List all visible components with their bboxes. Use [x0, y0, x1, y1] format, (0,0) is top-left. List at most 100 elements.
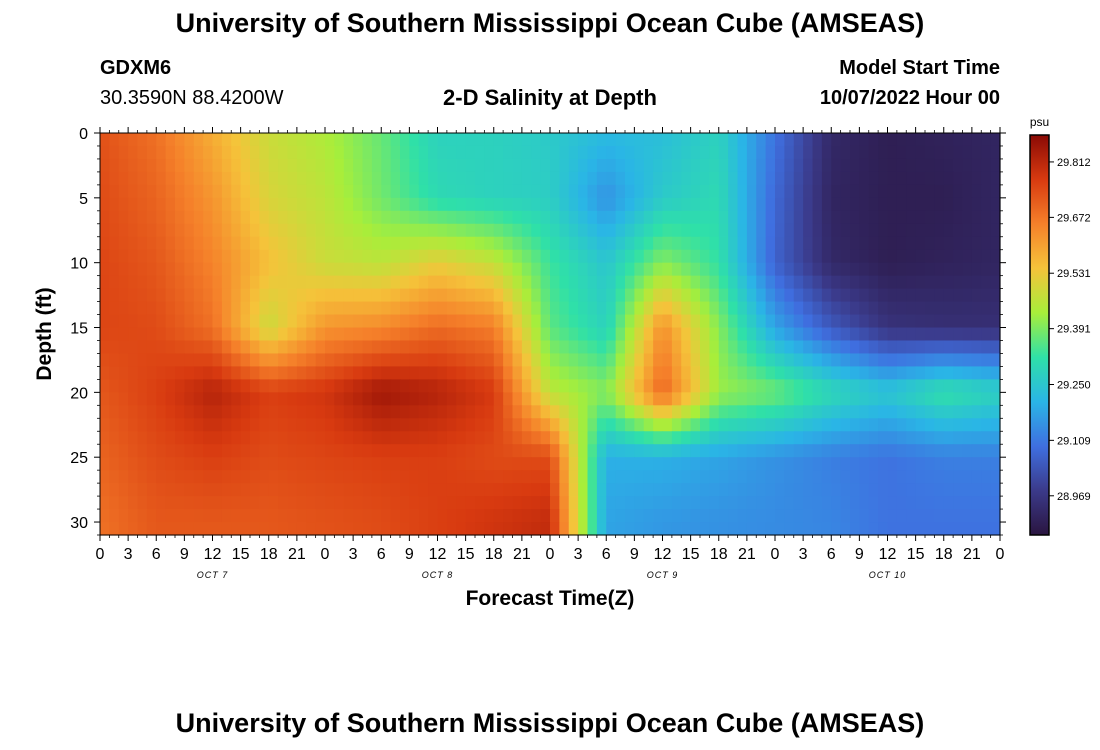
heatmap-cell — [184, 133, 195, 147]
heatmap-cell — [484, 327, 495, 342]
heatmap-cell — [662, 418, 673, 432]
heatmap-cell — [371, 340, 382, 355]
heatmap-cell — [118, 418, 129, 432]
heatmap-cell — [371, 405, 382, 419]
heatmap-cell — [428, 184, 439, 199]
heatmap-cell — [475, 522, 485, 536]
x-tick-label: 9 — [405, 546, 414, 563]
heatmap-cell — [868, 275, 879, 290]
heatmap-cell — [896, 431, 907, 445]
heatmap-cell — [446, 340, 457, 355]
heatmap-cell — [418, 236, 429, 251]
heatmap-cell — [784, 249, 795, 264]
heatmap-cell — [821, 184, 832, 199]
heatmap-cell — [718, 236, 729, 251]
heatmap-cell — [700, 288, 710, 303]
heatmap-cell — [231, 470, 242, 484]
heatmap-cell — [765, 171, 776, 186]
heatmap-cell — [484, 366, 495, 380]
heatmap-cell — [334, 509, 345, 523]
heatmap-cell — [418, 392, 429, 406]
heatmap-cell — [953, 262, 964, 277]
heatmap-cell — [803, 158, 814, 173]
heatmap-cell — [878, 431, 889, 445]
heatmap-cell — [531, 340, 542, 355]
heatmap-cell — [784, 171, 795, 186]
heatmap-cell — [109, 379, 120, 393]
heatmap-cell — [615, 223, 626, 238]
heatmap-cell — [850, 379, 860, 393]
heatmap-cell — [156, 366, 167, 380]
heatmap-cell — [859, 223, 870, 238]
heatmap-cell — [493, 340, 504, 355]
heatmap-cell — [615, 522, 626, 536]
heatmap-cell — [400, 470, 410, 484]
heatmap-cell — [709, 184, 720, 199]
heatmap-cell — [775, 262, 785, 277]
heatmap-cell — [334, 496, 345, 510]
heatmap-cell — [306, 145, 317, 160]
heatmap-cell — [437, 133, 448, 147]
heatmap-cell — [971, 275, 982, 290]
heatmap-cell — [353, 145, 364, 160]
heatmap-cell — [343, 236, 354, 251]
heatmap-cell — [728, 509, 739, 523]
heatmap-cell — [681, 197, 692, 212]
heatmap-cell — [278, 158, 289, 173]
heatmap-cell — [221, 262, 232, 277]
heatmap-cell — [353, 457, 364, 471]
heatmap-cell — [990, 405, 1001, 419]
heatmap-cell — [962, 340, 973, 355]
heatmap-cell — [934, 275, 945, 290]
heatmap-cell — [868, 431, 879, 445]
heatmap-cell — [784, 145, 795, 160]
heatmap-cell — [625, 353, 635, 368]
heatmap-cell — [587, 275, 598, 290]
heatmap-cell — [390, 171, 401, 186]
heatmap-cell — [184, 457, 195, 471]
heatmap-cell — [128, 470, 139, 484]
heatmap-cell — [325, 301, 335, 316]
heatmap-cell — [428, 145, 439, 160]
heatmap-cell — [306, 379, 317, 393]
heatmap-cell — [221, 366, 232, 380]
heatmap-cell — [146, 314, 157, 329]
heatmap-cell — [493, 327, 504, 342]
heatmap-cell — [596, 457, 607, 471]
heatmap-cell — [428, 197, 439, 212]
heatmap-cell — [681, 210, 692, 225]
heatmap-cell — [165, 327, 176, 342]
heatmap-cell — [503, 353, 514, 368]
heatmap-cell — [193, 327, 204, 342]
heatmap-cell — [306, 288, 317, 303]
heatmap-cell — [128, 327, 139, 342]
heatmap-cell — [906, 314, 917, 329]
heatmap-cell — [643, 288, 654, 303]
heatmap-cell — [475, 444, 485, 458]
heatmap-cell — [981, 275, 992, 290]
heatmap-cell — [578, 275, 589, 290]
heatmap-cell — [156, 145, 167, 160]
heatmap-cell — [550, 340, 560, 355]
heatmap-cell — [934, 522, 945, 536]
heatmap-cell — [259, 431, 270, 445]
heatmap-cell — [662, 288, 673, 303]
heatmap-cell — [353, 171, 364, 186]
heatmap-cell — [343, 171, 354, 186]
heatmap-cell — [278, 249, 289, 264]
heatmap-cell — [221, 301, 232, 316]
heatmap-cell — [690, 236, 701, 251]
heatmap-cell — [550, 223, 560, 238]
heatmap-cell — [887, 340, 898, 355]
heatmap-cell — [681, 288, 692, 303]
heatmap-cell — [756, 275, 767, 290]
heatmap-cell — [109, 444, 120, 458]
heatmap-cell — [596, 509, 607, 523]
heatmap-cell — [878, 184, 889, 199]
heatmap-cell — [343, 392, 354, 406]
heatmap-cell — [531, 171, 542, 186]
heatmap-cell — [484, 379, 495, 393]
heatmap-cell — [193, 236, 204, 251]
heatmap-cell — [915, 158, 926, 173]
heatmap-cell — [812, 405, 823, 419]
